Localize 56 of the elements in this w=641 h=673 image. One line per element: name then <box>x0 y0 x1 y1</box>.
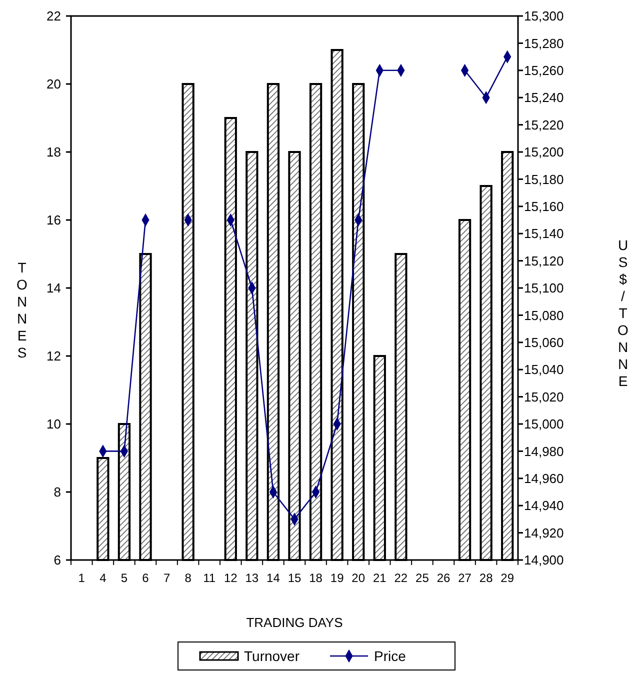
x-tick-label: 8 <box>184 571 192 585</box>
x-tick-label: 11 <box>203 571 216 585</box>
x-axis-title: TRADING DAYS <box>246 615 344 630</box>
y-tick-label: 14 <box>46 280 61 296</box>
y-tick-label: 8 <box>54 484 61 500</box>
y2-tick-label: 15,080 <box>524 308 564 323</box>
y2-tick-label: 15,100 <box>524 280 564 296</box>
y-axis-title: TONNES <box>16 260 28 360</box>
text: US$/TONNE <box>618 237 628 389</box>
x-tick-label: 18 <box>309 571 323 585</box>
y-tick-label: 10 <box>46 416 61 432</box>
y-tick-label: 16 <box>46 212 61 228</box>
x-tick-label: 20 <box>352 571 366 585</box>
x-tick-label: 5 <box>120 571 128 585</box>
x-tick-label: 29 <box>500 571 514 585</box>
y2-tick-label: 14,960 <box>524 470 564 486</box>
y2-tick-label: 15,220 <box>524 117 564 132</box>
x-tick-label: 15 <box>288 571 302 585</box>
x-tick-label: 14 <box>266 571 280 585</box>
x-tick-label: 1 <box>78 571 86 585</box>
x-tick-label: 21 <box>372 571 387 585</box>
y2-tick-label: 15,120 <box>524 253 564 268</box>
legend-label: Price <box>374 648 406 664</box>
y2-tick-label: 15,040 <box>524 362 564 378</box>
x-tick-label: 27 <box>458 571 472 585</box>
x-tick-label: 19 <box>330 571 344 585</box>
y2-tick-label: 15,280 <box>524 36 564 51</box>
x-tick-label: 4 <box>100 571 107 585</box>
x-tick-label: 12 <box>224 571 238 585</box>
y-tick-label: 12 <box>46 348 61 364</box>
x-tick-label: 26 <box>436 571 450 585</box>
y2-tick-label: 15,140 <box>524 226 564 242</box>
legend-label: Turnover <box>244 648 300 664</box>
y2-tick-label: 14,940 <box>524 498 564 514</box>
y2-tick-label: 15,160 <box>524 198 564 214</box>
x-tick-label: 13 <box>245 571 259 585</box>
y2-tick-label: 15,180 <box>524 172 564 187</box>
y-tick-label: 18 <box>46 144 61 160</box>
y2-tick-label: 15,260 <box>524 62 564 78</box>
y2-tick-label: 15,000 <box>524 416 564 432</box>
x-tick-label: 28 <box>479 571 494 585</box>
y2-tick-label: 15,240 <box>524 90 564 106</box>
x-tick-label: 25 <box>416 571 430 585</box>
y-tick-label: 22 <box>46 8 61 24</box>
x-tick-label: 22 <box>394 571 408 585</box>
y2-tick-label: 15,200 <box>524 144 564 160</box>
y2-tick-label: 14,980 <box>524 444 564 459</box>
y-tick-label: 6 <box>54 552 61 568</box>
y2-tick-label: 15,300 <box>524 8 564 24</box>
y2-tick-label: 14,900 <box>524 552 564 568</box>
y2-tick-label: 15,060 <box>524 334 564 350</box>
y-tick-label: 20 <box>46 76 61 92</box>
y2-tick-label: 15,020 <box>524 389 564 404</box>
y2-tick-label: 14,920 <box>524 525 564 540</box>
x-tick-label: 7 <box>163 571 170 585</box>
x-tick-label: 6 <box>142 571 150 585</box>
